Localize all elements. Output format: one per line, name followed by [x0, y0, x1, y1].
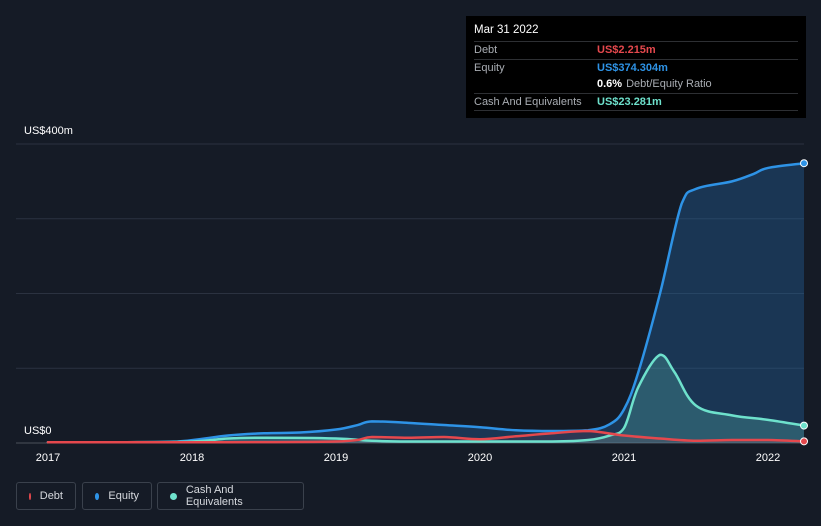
series-end-markers [800, 159, 808, 446]
tooltip-row-debt: Debt US$2.215m [474, 41, 798, 59]
tooltip-panel: Mar 31 2022 Debt US$2.215m Equity US$374… [466, 16, 806, 118]
x-axis-ticks: 2017 2018 2019 2020 2021 2022 [36, 452, 780, 464]
tooltip-equity-value: US$374.304m [597, 61, 668, 74]
equity-line [46, 161, 806, 444]
tooltip-row-cash: Cash And Equivalents US$23.281m [474, 92, 798, 111]
legend-debt-label: Debt [39, 490, 63, 502]
debt-line [46, 429, 806, 444]
y-axis-top-label: US$400m [24, 125, 73, 137]
tooltip-ratio-value: 0.6% [597, 78, 623, 91]
tooltip-cash-label: Cash And Equivalents [474, 95, 582, 108]
legend-item-equity[interactable]: Equity [82, 482, 152, 510]
tooltip-ratio-label: Debt/Equity Ratio [626, 78, 712, 91]
tooltip-debt-label: Debt [474, 44, 498, 57]
x-tick-label: 2021 [612, 452, 636, 464]
legend-cash-label: Cash And Equivalents [185, 484, 243, 508]
tooltip-cash-value: US$23.281m [597, 95, 662, 108]
equity-end-point [800, 159, 808, 168]
tooltip-equity-label: Equity [474, 61, 505, 74]
tooltip-debt-value: US$2.215m [597, 44, 656, 57]
cash-dot-icon [170, 492, 177, 500]
debt-area [48, 431, 804, 443]
x-tick-label: 2018 [180, 452, 204, 464]
tooltip-row-ratio: 0.6% Debt/Equity Ratio [474, 76, 798, 93]
debt-end-point [800, 437, 808, 446]
cash-and-equivalents-line [46, 353, 806, 444]
x-tick-label: 2017 [36, 452, 60, 464]
y-axis-bottom-label: US$0 [24, 425, 52, 437]
x-tick-label: 2022 [756, 452, 780, 464]
cash-and-equivalents-end-point [800, 421, 808, 430]
tooltip-date: Mar 31 2022 [474, 24, 539, 36]
legend-equity-label: Equity [108, 490, 139, 502]
cash-and-equivalents-area [48, 354, 804, 443]
x-tick-label: 2019 [324, 452, 348, 464]
equity-dot-icon [95, 492, 100, 500]
legend-item-debt[interactable]: Debt [16, 482, 76, 510]
series-lines [46, 161, 806, 444]
x-tick-label: 2020 [468, 452, 492, 464]
tooltip-row-equity: Equity US$374.304m [474, 58, 798, 77]
legend-item-cash[interactable]: Cash And Equivalents [157, 482, 304, 510]
debt-dot-icon [29, 492, 31, 500]
